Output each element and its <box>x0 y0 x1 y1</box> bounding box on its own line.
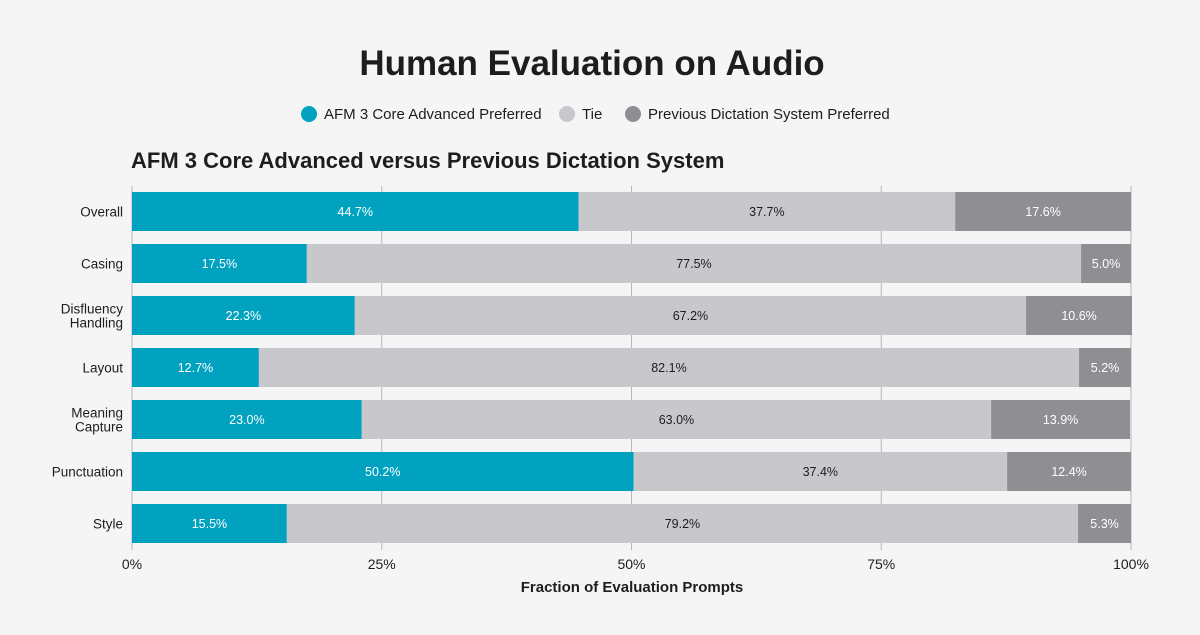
category-label: Casing <box>81 257 123 272</box>
data-label: 17.5% <box>202 257 237 271</box>
x-axis-ticks: 0% 25% 50% 75% 100% <box>122 556 1149 572</box>
bar-segment <box>1078 504 1131 543</box>
x-tick-label: 25% <box>368 556 396 572</box>
bar-segment <box>132 296 355 335</box>
legend-label: AFM 3 Core Advanced Preferred <box>324 106 542 123</box>
bar-segment <box>258 348 1080 387</box>
bar-segment <box>955 192 1131 231</box>
bar-segment <box>578 192 956 231</box>
bar-row: 15.5% 79.2% 5.3% <box>132 504 1131 543</box>
data-label: 37.7% <box>749 205 784 219</box>
x-tick-label: 75% <box>867 556 895 572</box>
bar-segment <box>132 244 307 283</box>
data-label: 10.6% <box>1061 309 1096 323</box>
data-label: 12.4% <box>1051 465 1086 479</box>
data-label: 22.3% <box>226 309 261 323</box>
x-tick-label: 100% <box>1113 556 1149 572</box>
bar-segment <box>132 452 634 491</box>
category-label: Meaning <box>71 406 123 421</box>
data-label: 37.4% <box>803 465 838 479</box>
data-label: 79.2% <box>665 517 700 531</box>
bar-row: 12.7% 82.1% 5.2% <box>132 348 1131 387</box>
bar-segment <box>132 504 287 543</box>
bar-segment <box>1026 296 1132 335</box>
data-label: 12.7% <box>178 361 213 375</box>
data-label: 15.5% <box>192 517 227 531</box>
x-tick-label: 0% <box>122 556 142 572</box>
legend-swatch <box>301 106 317 122</box>
legend-swatch <box>625 106 641 122</box>
data-label: 17.6% <box>1025 205 1060 219</box>
data-label: 5.0% <box>1092 257 1121 271</box>
legend: AFM 3 Core Advanced Preferred Tie Previous… <box>301 106 890 123</box>
legend-item: Previous Dictation System Preferred <box>625 106 890 123</box>
category-label: Handling <box>70 316 123 331</box>
bar-segment <box>361 400 992 439</box>
bar-row: 22.3% 67.2% 10.6% <box>132 296 1132 335</box>
data-label: 5.2% <box>1091 361 1120 375</box>
data-label: 77.5% <box>676 257 711 271</box>
bar-segment <box>132 348 259 387</box>
bar-segment <box>991 400 1131 439</box>
legend-label: Tie <box>582 106 602 123</box>
bar-row: 50.2% 37.4% 12.4% <box>132 452 1131 491</box>
data-label: 13.9% <box>1043 413 1078 427</box>
data-label: 5.3% <box>1090 517 1119 531</box>
bar-segment <box>286 504 1079 543</box>
bar-segment <box>1081 244 1131 283</box>
bar-row: 44.7% 37.7% 17.6% <box>132 192 1131 231</box>
category-label: Disfluency <box>61 302 124 317</box>
x-axis-label: Fraction of Evaluation Prompts <box>521 579 744 596</box>
category-label: Style <box>93 517 123 532</box>
legend-label: Previous Dictation System Preferred <box>648 106 890 123</box>
bar-segment <box>132 400 362 439</box>
x-tick-label: 50% <box>617 556 645 572</box>
data-label: 63.0% <box>659 413 694 427</box>
category-label: Capture <box>75 420 123 435</box>
bar-segment <box>306 244 1082 283</box>
chart-subtitle: AFM 3 Core Advanced versus Previous Dict… <box>131 148 724 173</box>
bar-segment <box>1007 452 1131 491</box>
bars-area: 44.7% 37.7% 17.6% 17.5% 77.5% 5.0% 22.3% 67.2% 1… <box>132 192 1132 543</box>
category-label: Layout <box>82 361 123 376</box>
chart-title: Human Evaluation on Audio <box>359 44 824 83</box>
category-label: Punctuation <box>52 465 123 480</box>
legend-item: Tie <box>559 106 602 123</box>
bar-segment <box>132 192 579 231</box>
legend-item: AFM 3 Core Advanced Preferred <box>301 106 542 123</box>
bar-row: 17.5% 77.5% 5.0% <box>132 244 1131 283</box>
bar-segment <box>354 296 1027 335</box>
category-label: Overall <box>80 205 123 220</box>
legend-swatch <box>559 106 575 122</box>
bar-segment <box>633 452 1008 491</box>
bar-segment <box>1079 348 1131 387</box>
data-label: 23.0% <box>229 413 264 427</box>
bar-row: 23.0% 63.0% 13.9% <box>132 400 1131 439</box>
data-label: 50.2% <box>365 465 400 479</box>
data-label: 44.7% <box>338 205 373 219</box>
data-label: 67.2% <box>673 309 708 323</box>
data-label: 82.1% <box>651 361 686 375</box>
